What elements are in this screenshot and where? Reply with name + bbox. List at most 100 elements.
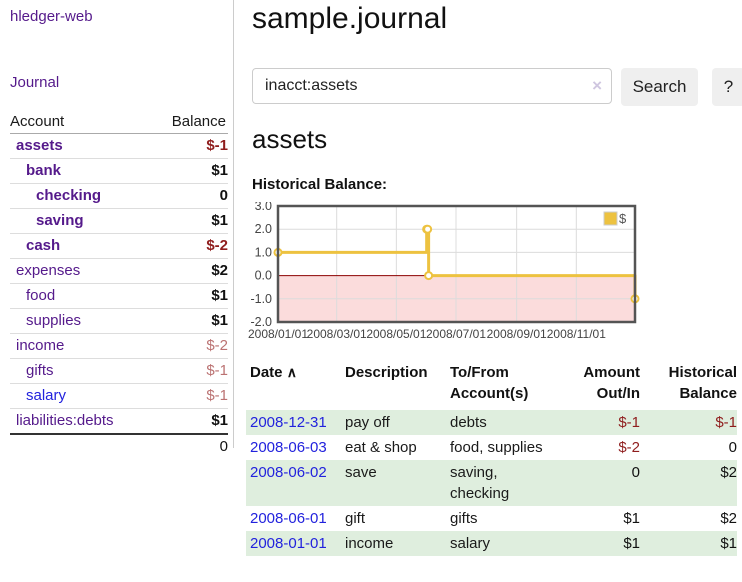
account-balance: $1 xyxy=(151,158,228,184)
chart-label: Historical Balance: xyxy=(252,176,388,193)
svg-text:-2.0: -2.0 xyxy=(250,315,272,329)
account-balance: 0 xyxy=(151,183,228,209)
account-balance: $-2 xyxy=(151,333,228,359)
transaction-description: pay off xyxy=(345,410,450,435)
transaction-date-link[interactable]: 2008-06-03 xyxy=(250,439,327,456)
account-row: food $1 xyxy=(10,283,228,309)
register-header-description: Description xyxy=(345,364,428,381)
accounts-header-account: Account xyxy=(10,110,152,134)
account-link-expenses[interactable]: expenses xyxy=(16,262,81,279)
account-row: gifts $-1 xyxy=(10,358,228,384)
sidebar: hledger-web Journal Account Balance asse… xyxy=(0,0,234,459)
transaction-row: 2008-06-01 gift gifts $1 $2 xyxy=(246,506,737,531)
account-link-food[interactable]: food xyxy=(26,287,56,304)
accounts-total-row: 0 xyxy=(10,433,228,459)
account-row: liabilities:debts $1 xyxy=(10,408,228,434)
account-link-supplies[interactable]: supplies xyxy=(26,312,82,329)
transaction-balance: $-1 xyxy=(640,410,737,435)
account-balance: $2 xyxy=(151,258,228,284)
account-link-checking[interactable]: checking xyxy=(36,187,102,204)
svg-text:2008/07/01: 2008/07/01 xyxy=(426,327,486,341)
register-table: Date ∧ Description To/From Account(s) Am… xyxy=(246,360,737,556)
chart-svg: $ -2.0 -1.0 0.0 1.0 2.0 3.0 2008/01/012008/03/0… xyxy=(248,199,640,341)
register-header-date[interactable]: Date ∧ xyxy=(250,364,297,381)
transaction-balance: 0 xyxy=(728,439,737,456)
account-link-bank[interactable]: bank xyxy=(26,162,62,179)
brand-link[interactable]: hledger-web xyxy=(10,8,93,25)
account-row: bank $1 xyxy=(10,158,228,184)
account-balance: $-1 xyxy=(151,358,228,384)
account-row: salary $-1 xyxy=(10,383,228,409)
transaction-row: 2008-12-31 pay off debts $-1 $-1 xyxy=(246,410,737,435)
transaction-balance: $2 xyxy=(720,510,737,527)
svg-text:2.0: 2.0 xyxy=(255,222,272,236)
account-link-saving[interactable]: saving xyxy=(36,212,84,229)
account-link-salary[interactable]: salary xyxy=(26,387,67,404)
account-link-cash[interactable]: cash xyxy=(26,237,61,254)
historical-balance-chart: $ -2.0 -1.0 0.0 1.0 2.0 3.0 2008/01/01 2008/03/0… xyxy=(244,199,642,348)
svg-text:3.0: 3.0 xyxy=(255,202,272,213)
search-button[interactable]: Search xyxy=(621,68,698,106)
transaction-date-link[interactable]: 2008-06-01 xyxy=(250,510,327,527)
transaction-accounts: debts xyxy=(450,410,570,435)
transaction-date-link[interactable]: 2008-12-31 xyxy=(250,414,327,431)
account-balance: $-1 xyxy=(151,133,228,159)
svg-text:2008/11/01: 2008/11/01 xyxy=(547,327,606,341)
account-row: assets $-1 xyxy=(10,133,228,159)
account-balance: $1 xyxy=(151,283,228,309)
transaction-amount: $-2 xyxy=(618,439,640,456)
account-balance: $1 xyxy=(151,408,228,434)
transaction-amount: $-1 xyxy=(570,410,640,435)
search-input[interactable] xyxy=(252,68,612,104)
transaction-description: gift xyxy=(345,510,366,527)
svg-text:2008/05/01: 2008/05/01 xyxy=(366,327,426,341)
search-box: × xyxy=(252,68,612,104)
account-balance: $1 xyxy=(151,308,228,334)
account-balance: $-1 xyxy=(151,383,228,409)
svg-text:0.0: 0.0 xyxy=(255,269,272,283)
svg-text:-1.0: -1.0 xyxy=(250,292,272,306)
transaction-balance: $2 xyxy=(640,460,737,506)
account-row: checking 0 xyxy=(10,183,228,209)
transaction-description: income xyxy=(345,531,450,556)
transaction-accounts: gifts xyxy=(450,510,478,527)
transaction-accounts: salary xyxy=(450,531,570,556)
page-title: sample.journal xyxy=(252,2,448,35)
register-header-accounts: To/From Account(s) xyxy=(450,364,529,402)
transaction-accounts: food, supplies xyxy=(450,439,543,456)
register-header-row: Date ∧ Description To/From Account(s) Am… xyxy=(246,360,737,410)
account-row: saving $1 xyxy=(10,208,228,234)
sidebar-item-journal[interactable]: Journal xyxy=(10,74,60,91)
transaction-description: save xyxy=(345,460,450,506)
account-row: income $-2 xyxy=(10,333,228,359)
register-header-amount: Amount Out/In xyxy=(583,364,640,402)
account-link-liabilities-debts[interactable]: liabilities:debts xyxy=(16,412,114,429)
transaction-row: 2008-01-01 income salary $1 $1 xyxy=(246,531,737,556)
account-row: supplies $1 xyxy=(10,308,228,334)
accounts-total: 0 xyxy=(151,433,228,459)
account-row: expenses $2 xyxy=(10,258,228,284)
svg-text:2008/03/01: 2008/03/01 xyxy=(307,327,367,341)
svg-text:2008/01/01: 2008/01/01 xyxy=(248,327,308,341)
transaction-accounts: saving, checking xyxy=(450,460,570,506)
help-button[interactable]: ? xyxy=(712,68,742,106)
search-form: × Search ? xyxy=(252,68,742,106)
account-row: cash $-2 xyxy=(10,233,228,259)
transaction-amount: $1 xyxy=(623,510,640,527)
accounts-header-row: Account Balance xyxy=(10,110,228,134)
transaction-row: 2008-06-03 eat & shop food, supplies $-2… xyxy=(246,435,737,460)
svg-text:1.0: 1.0 xyxy=(255,245,272,259)
transaction-row: 2008-06-02 save saving, checking 0 $2 xyxy=(246,460,737,506)
clear-search-icon[interactable]: × xyxy=(592,76,602,95)
account-link-income[interactable]: income xyxy=(16,337,65,354)
transaction-date-link[interactable]: 2008-06-02 xyxy=(250,464,327,481)
transaction-description: eat & shop xyxy=(345,439,417,456)
svg-text:2008/09/01: 2008/09/01 xyxy=(487,327,547,341)
account-link-gifts[interactable]: gifts xyxy=(26,362,54,379)
register-header-balance: Historical Balance xyxy=(668,364,737,402)
transaction-amount: 0 xyxy=(570,460,640,506)
accounts-header-balance: Balance xyxy=(151,110,228,134)
main-content: sample.journal × Search ? assets Histori… xyxy=(246,0,742,582)
account-link-assets[interactable]: assets xyxy=(16,137,63,154)
transaction-date-link[interactable]: 2008-01-01 xyxy=(250,535,327,552)
